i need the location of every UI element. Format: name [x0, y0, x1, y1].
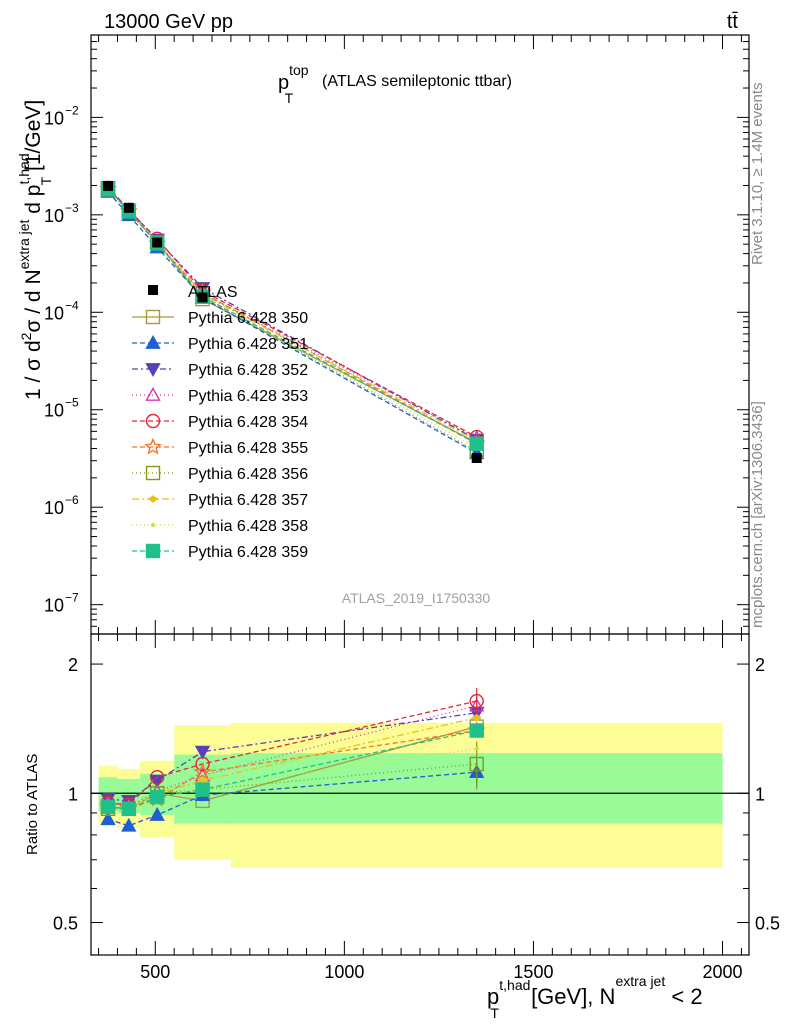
main-y-tick-exponent: −6 — [65, 493, 79, 507]
legend-marker — [145, 465, 161, 481]
process-label: tt̄ — [727, 11, 739, 33]
atlas-data-point — [103, 180, 114, 191]
legend-marker — [144, 437, 162, 455]
legend-marker — [148, 285, 158, 295]
ratio-series-point — [149, 789, 165, 805]
main-y-tick-exponent: −5 — [65, 396, 79, 410]
x-tick-label: 500 — [140, 962, 170, 982]
ratio-y-tick-label: 2 — [68, 655, 78, 675]
ratio-series-point — [121, 801, 137, 817]
mcplots-label: mcplots.cern.ch [arXiv:1306.3436] — [749, 401, 766, 628]
main-y-tick-label: 10 — [44, 303, 64, 323]
atlas-data-point — [197, 292, 208, 303]
ratio-series-point — [469, 723, 484, 738]
atlas-data-point — [152, 237, 163, 248]
atlas-data-point — [123, 202, 134, 213]
ratio-series-point — [469, 693, 484, 709]
main-y-tick-label: 10 — [44, 596, 64, 616]
legend-label: Pythia 6.428 357 — [188, 492, 308, 509]
legend-label: ATLAS — [188, 284, 238, 301]
legend-label: Pythia 6.428 355 — [188, 440, 308, 457]
legend-marker — [145, 543, 161, 559]
legend-label: Pythia 6.428 354 — [188, 414, 308, 431]
legend-marker — [147, 495, 159, 503]
ratio-series-line — [107, 700, 477, 806]
x-tick-label: 1500 — [513, 962, 553, 982]
ratio-series-point — [194, 745, 211, 760]
main-y-tick-exponent: −2 — [65, 103, 79, 117]
legend: ATLAS Pythia 6.428 350 Pythia 6.428 351 Pyt… — [132, 284, 308, 561]
ratio-y-tick-label-right: 1 — [755, 784, 765, 804]
ratio-ylabel: Ratio to ATLAS — [24, 754, 41, 855]
legend-label: Pythia 6.428 353 — [188, 388, 308, 405]
ratio-y-tick-label: 0.5 — [53, 913, 78, 933]
legend-label: Pythia 6.428 356 — [188, 466, 308, 483]
ratio-series-line — [107, 712, 477, 802]
main-ylabel: 1 / σ d2σ / d Nextra jet d pt,had T [1/Ge… — [16, 100, 54, 400]
ratio-y-tick-label-right: 0.5 — [755, 913, 780, 933]
main-y-tick-label: 10 — [44, 206, 64, 226]
ratio-series-point — [121, 817, 137, 832]
main-y-tick-exponent: −3 — [65, 201, 79, 215]
ratio-series-point — [100, 799, 116, 815]
legend-marker — [145, 335, 161, 349]
ratio-series-point — [471, 713, 482, 722]
legend-marker — [145, 309, 161, 325]
xlabel: pt,had T [GeV], Nextra jet < 2 — [487, 973, 703, 1021]
ratio-series-point — [100, 811, 116, 826]
ratio-series-point — [469, 756, 484, 772]
legend-marker — [145, 387, 161, 401]
energy-label: 13000 GeV pp — [104, 11, 233, 33]
plot-title: ptop T — [278, 62, 309, 106]
legend-label: Pythia 6.428 358 — [188, 518, 308, 535]
ratio-y-tick-label: 1 — [68, 784, 78, 804]
analysis-id: ATLAS_2019_I1750330 — [342, 590, 491, 606]
atlas-data-point — [471, 452, 482, 463]
plot-layer: ATLAS Pythia 6.428 350 Pythia 6.428 351 Pyt… — [44, 34, 780, 982]
ratio-y-tick-label-right: 2 — [755, 655, 765, 675]
ratio-series-point — [149, 807, 165, 821]
main-y-tick-exponent: −7 — [65, 591, 79, 605]
ratio-series-point — [149, 774, 165, 789]
main-series-point — [469, 436, 484, 451]
rivet-label: Rivet 3.1.10, ≥ 1.4M events — [749, 83, 766, 266]
ratio-series-359 — [100, 723, 484, 817]
ratio-series-point — [149, 770, 165, 785]
legend-marker — [151, 523, 155, 527]
main-y-tick-exponent: −4 — [65, 298, 79, 312]
ratio-series-point — [195, 756, 210, 772]
x-tick-label: 2000 — [703, 962, 743, 982]
plot-title-rest: (ATLAS semileptonic ttbar) — [322, 73, 512, 90]
legend-label: Pythia 6.428 359 — [188, 544, 308, 561]
legend-label: Pythia 6.428 352 — [188, 362, 308, 379]
legend-label: Pythia 6.428 351 — [188, 336, 308, 353]
ratio-series-point — [193, 762, 212, 780]
x-tick-label: 1000 — [324, 962, 364, 982]
ratio-series-point — [474, 746, 479, 751]
legend-marker — [145, 363, 161, 377]
main-y-tick-label: 10 — [44, 498, 64, 518]
main-y-tick-label: 10 — [44, 108, 64, 128]
main-y-tick-label: 10 — [44, 401, 64, 421]
legend-marker — [145, 413, 161, 429]
legend-label: Pythia 6.428 350 — [188, 310, 308, 327]
ratio-series-point — [195, 782, 210, 797]
